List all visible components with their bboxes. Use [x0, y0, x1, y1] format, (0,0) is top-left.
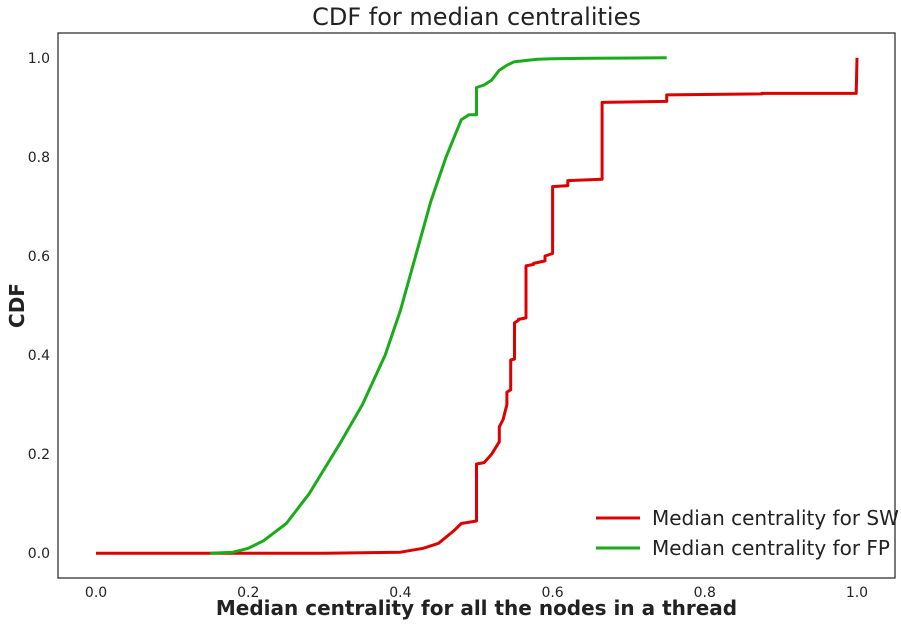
- y-tick-label: 0.6: [28, 249, 50, 265]
- legend-label: Median centrality for FP: [652, 536, 890, 560]
- y-axis-ticks: 0.0 0.2 0.4 0.6 0.8 1.0: [28, 51, 50, 562]
- x-tick-label: 0.6: [541, 585, 563, 601]
- legend: Median centrality for SW Median centralit…: [596, 506, 899, 560]
- x-axis-ticks: 0.0 0.2 0.4 0.6 0.8 1.0: [85, 585, 868, 601]
- x-tick-label: 1.0: [846, 585, 868, 601]
- series-line-sw: [96, 57, 859, 555]
- series-layer: [96, 56, 859, 555]
- y-axis-label: CDF: [5, 283, 29, 328]
- y-tick-label: 0.4: [28, 348, 50, 364]
- x-axis-label: Median centrality for all the nodes in a…: [216, 596, 737, 620]
- x-tick-label: 0.4: [389, 585, 411, 601]
- legend-label: Median centrality for SW: [652, 506, 899, 530]
- chart-title: CDF for median centralities: [312, 3, 641, 31]
- x-tick-label: 0.2: [237, 585, 259, 601]
- x-tick-label: 0.0: [85, 585, 107, 601]
- plot-frame: [57, 32, 896, 579]
- y-tick-label: 0.8: [28, 150, 50, 166]
- y-tick-label: 1.0: [28, 51, 50, 67]
- x-tick-label: 0.8: [694, 585, 716, 601]
- y-tick-label: 0.0: [28, 546, 50, 562]
- series-line-fp: [210, 56, 667, 555]
- y-tick-label: 0.2: [28, 447, 50, 463]
